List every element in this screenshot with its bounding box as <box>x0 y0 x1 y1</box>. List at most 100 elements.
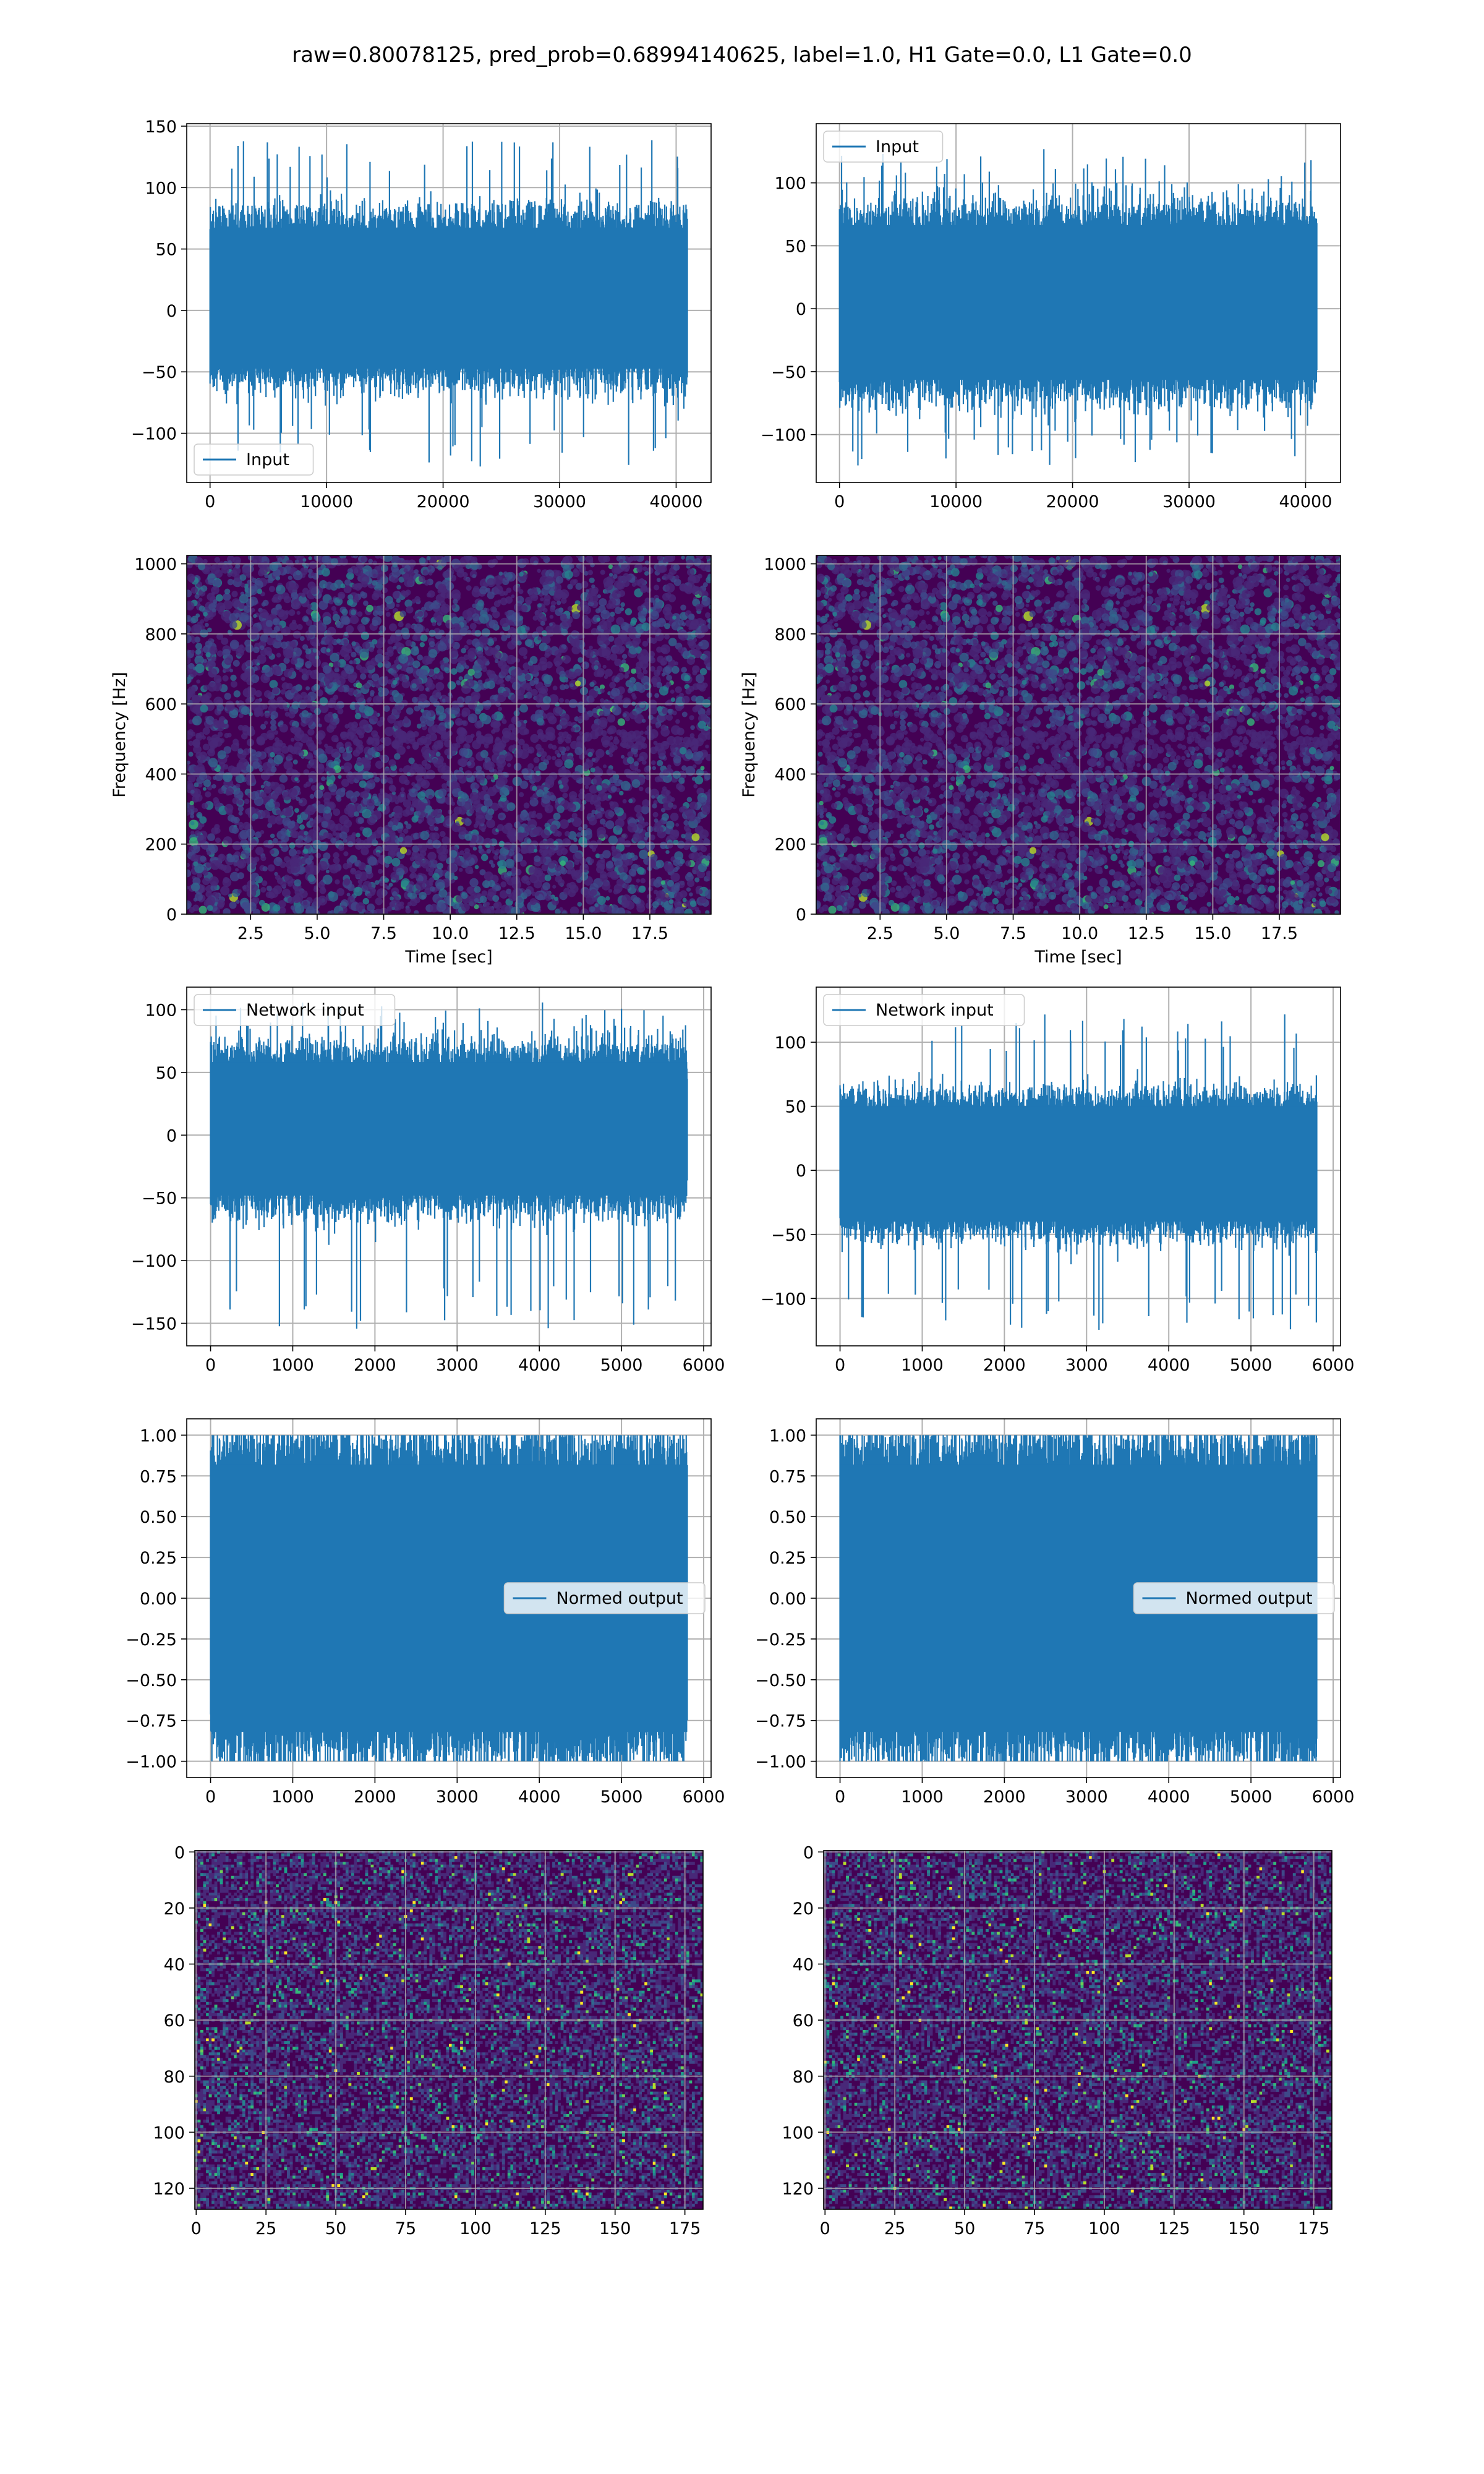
spectrogram-pixel <box>384 878 390 883</box>
spectrogram-pixel <box>498 854 507 862</box>
spectrogram-pixel <box>387 714 396 724</box>
spectrogram-pixel <box>223 746 232 754</box>
spectrogram-pixel <box>308 743 317 751</box>
spectrogram-pixel <box>443 667 449 672</box>
spectrogram-pixel <box>652 811 659 818</box>
spectrogram-pixel <box>308 556 312 560</box>
spectrogram-pixel <box>406 707 414 715</box>
spectrogram-pixel <box>389 843 398 852</box>
spectrogram-pixel <box>281 888 291 897</box>
spectrogram-pixel <box>582 800 587 805</box>
spectrogram-pixel <box>236 783 241 789</box>
spectrogram-pixel <box>386 906 393 912</box>
spectrogram-pixel <box>487 638 495 646</box>
spectrogram-pixel <box>382 555 393 562</box>
spectrogram-pixel <box>698 714 708 724</box>
spectrogram-pixel <box>610 785 617 792</box>
spectrogram-pixel <box>658 565 665 573</box>
spectrogram-pixel <box>400 787 405 792</box>
spectrogram-pixel <box>337 622 344 628</box>
spectrogram-pixel <box>461 892 468 899</box>
spectrogram-pixel <box>573 871 579 876</box>
spectrogram-pixel <box>194 863 204 873</box>
spectrogram-pixel <box>352 583 358 590</box>
spectrogram-pixel <box>424 601 434 611</box>
spectrogram-pixel <box>188 751 194 757</box>
spectrogram-pixel <box>451 589 461 599</box>
spectrogram-pixel <box>292 696 297 702</box>
spectrogram-pixel <box>568 831 577 840</box>
spectrogram-pixel <box>343 863 349 870</box>
spectrogram-pixel <box>424 888 432 896</box>
spectrogram-pixel <box>195 643 202 650</box>
spectrogram-pixel <box>488 880 495 888</box>
spectrogram-pixel <box>556 589 562 594</box>
y-tick-label: 100 <box>145 179 177 198</box>
spectrogram-pixel <box>522 876 528 881</box>
spectrogram-pixel <box>220 886 230 896</box>
spectrogram-pixel <box>475 820 480 826</box>
spectrogram-pixel <box>704 657 711 667</box>
spectrogram-pixel <box>644 766 650 773</box>
spectrogram-pixel <box>302 615 309 622</box>
spectrogram-pixel <box>382 587 388 594</box>
spectrogram-pixel <box>481 828 486 833</box>
spectrogram-pixel <box>197 814 202 819</box>
spectrogram-pixel <box>698 589 705 596</box>
spectrogram-pixel <box>529 680 535 687</box>
spectrogram-pixel <box>486 819 495 829</box>
spectrogram-pixel <box>637 757 642 762</box>
spectrogram-pixel <box>344 724 349 729</box>
spectrogram-pixel <box>609 735 613 740</box>
spectrogram-pixel <box>357 611 363 617</box>
spectrogram-pixel <box>311 641 317 646</box>
spectrogram-pixel <box>659 686 669 696</box>
spectrogram-pixel <box>318 740 322 745</box>
spectrogram-pixel <box>290 746 298 755</box>
spectrogram-pixel <box>456 727 466 736</box>
spectrogram-pixel <box>260 784 265 789</box>
spectrogram-pixel <box>680 858 685 865</box>
spectrogram-pixel <box>290 830 297 838</box>
spectrogram-pixel <box>673 771 681 779</box>
spectrogram-pixel <box>208 668 218 678</box>
spectrogram-pixel <box>577 604 584 611</box>
spectrogram-pixel <box>558 746 563 751</box>
spectrogram-pixel <box>406 884 415 893</box>
spectrogram-pixel <box>396 603 400 607</box>
spectrogram-pixel <box>200 619 205 624</box>
spectrogram-pixel <box>673 867 678 873</box>
spectrogram-pixel <box>471 556 478 563</box>
spectrogram-pixel <box>264 573 269 578</box>
spectrogram-pixel <box>444 815 453 824</box>
spectrogram-pixel <box>535 694 544 703</box>
spectrogram-pixel <box>653 879 662 888</box>
spectrogram-pixel <box>318 703 329 713</box>
spectrogram-pixel <box>187 774 196 783</box>
spectrogram-pixel <box>657 618 666 627</box>
spectrogram-pixel <box>426 677 432 683</box>
spectrogram-pixel <box>673 564 680 571</box>
spectrogram-pixel <box>289 667 294 673</box>
spectrogram-pixel <box>545 649 552 656</box>
spectrogram-pixel <box>334 737 339 743</box>
spectrogram-pixel <box>548 861 555 869</box>
spectrogram-pixel <box>272 618 279 625</box>
spectrogram-pixel <box>338 747 346 753</box>
spectrogram-pixel <box>493 651 501 660</box>
spectrogram-pixel <box>318 600 328 610</box>
spectrogram-pixel <box>386 597 391 603</box>
spectrogram-pixel <box>419 669 429 679</box>
spectrogram-pixel <box>351 833 356 839</box>
spectrogram-pixel <box>239 603 245 609</box>
spectrogram-pixel <box>392 896 400 904</box>
spectrogram-pixel <box>561 618 571 628</box>
spectrogram-pixel <box>223 723 229 729</box>
spectrogram-pixel <box>367 661 371 666</box>
spectrogram-pixel <box>707 573 711 581</box>
spectrogram-pixel <box>373 909 383 914</box>
spectrogram-pixel <box>192 845 198 850</box>
spectrogram-pixel <box>264 721 268 725</box>
spectrogram-pixel <box>583 571 589 576</box>
spectrogram-pixel <box>527 749 532 754</box>
